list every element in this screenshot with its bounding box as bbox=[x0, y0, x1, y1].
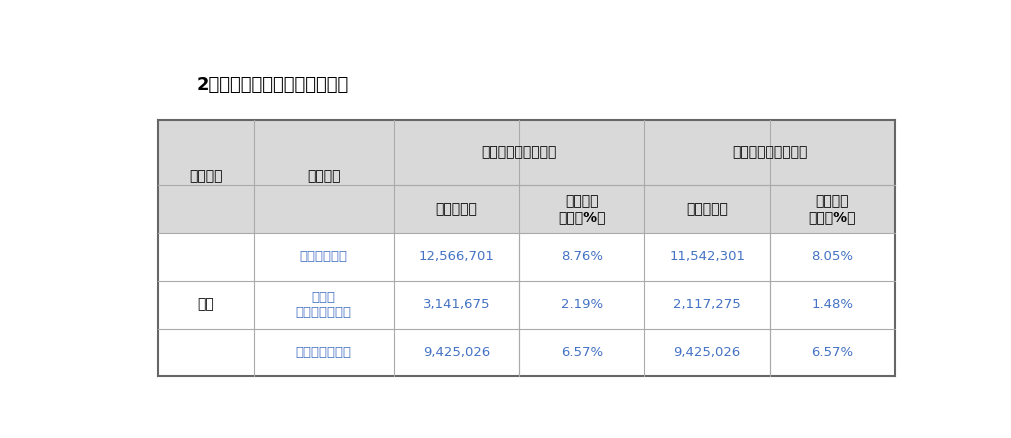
Text: 2、股东本次减持前后持股情况: 2、股东本次减持前后持股情况 bbox=[197, 76, 349, 94]
Bar bbox=[517, 120, 521, 185]
Text: 11,542,301: 11,542,301 bbox=[668, 251, 744, 263]
Text: 占总股本
比例（%）: 占总股本 比例（%） bbox=[557, 194, 605, 224]
Text: 其中：
无限售条件股份: 其中： 无限售条件股份 bbox=[295, 291, 352, 319]
Text: 2.19%: 2.19% bbox=[560, 298, 603, 311]
Text: 股数（股）: 股数（股） bbox=[685, 202, 727, 216]
Text: 本次减持前持有股份: 本次减持前持有股份 bbox=[481, 145, 556, 159]
Text: 合计持有股份: 合计持有股份 bbox=[299, 251, 348, 263]
Bar bbox=[766, 120, 771, 185]
Text: 8.05%: 8.05% bbox=[811, 251, 852, 263]
Text: 有限售条件股份: 有限售条件股份 bbox=[295, 346, 352, 359]
Bar bbox=[158, 233, 895, 376]
Text: 1.48%: 1.48% bbox=[811, 298, 852, 311]
Text: 本次减持后持有股份: 本次减持后持有股份 bbox=[731, 145, 807, 159]
Text: 股份性质: 股份性质 bbox=[306, 170, 340, 184]
Text: 邓琥: 邓琥 bbox=[197, 298, 214, 312]
Text: 9,425,026: 9,425,026 bbox=[423, 346, 489, 359]
Text: 股东名称: 股东名称 bbox=[189, 170, 222, 184]
Text: 2,117,275: 2,117,275 bbox=[672, 298, 740, 311]
Bar bbox=[159, 184, 392, 186]
Text: 6.57%: 6.57% bbox=[811, 346, 852, 359]
Text: 12,566,701: 12,566,701 bbox=[419, 251, 494, 263]
Bar bbox=[158, 120, 895, 185]
Bar bbox=[158, 185, 895, 233]
Text: 股数（股）: 股数（股） bbox=[435, 202, 477, 216]
Text: 占总股本
比例（%）: 占总股本 比例（%） bbox=[808, 194, 855, 224]
Text: 8.76%: 8.76% bbox=[560, 251, 603, 263]
Text: 6.57%: 6.57% bbox=[560, 346, 603, 359]
Text: 3,141,675: 3,141,675 bbox=[423, 298, 489, 311]
Text: 9,425,026: 9,425,026 bbox=[673, 346, 740, 359]
